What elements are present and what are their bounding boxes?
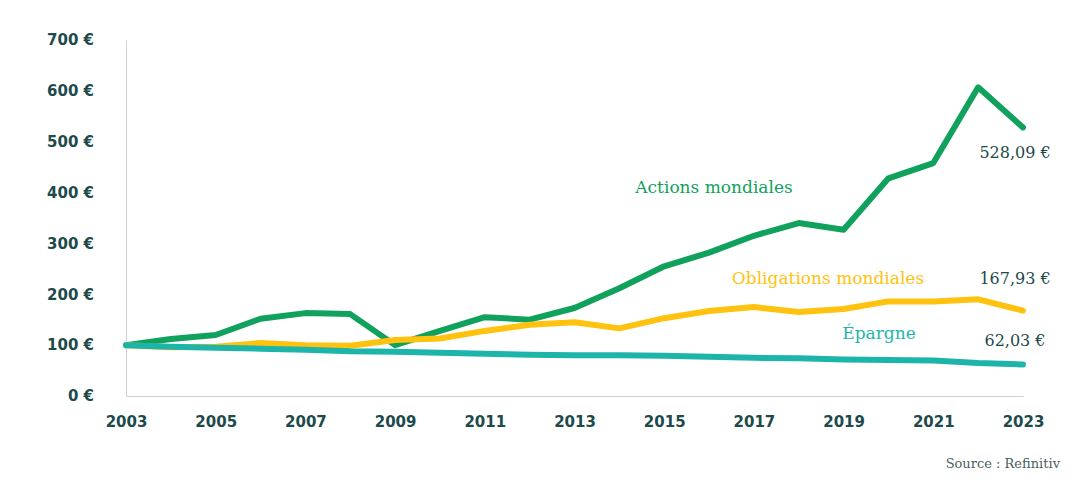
x-tick: 2015 — [644, 396, 686, 431]
x-tick-label: 2023 — [1003, 413, 1045, 431]
y-tick-label: 400 € — [47, 184, 94, 202]
x-tick-label: 2021 — [913, 413, 955, 431]
x-tick-label: 2017 — [734, 413, 776, 431]
y-tick: 500 € — [47, 133, 126, 151]
y-tick: 200 € — [47, 286, 126, 304]
x-tick: 2017 — [734, 396, 776, 431]
series-line — [126, 299, 1023, 347]
value-label: 62,03 € — [984, 331, 1045, 350]
x-tick: 2011 — [464, 396, 506, 431]
series-line — [126, 87, 1023, 345]
y-tick: 0 € — [68, 387, 126, 405]
series-label: Obligations mondiales — [732, 268, 924, 288]
y-tick-label: 600 € — [47, 82, 94, 100]
x-tick-label: 2013 — [554, 413, 596, 431]
value-label: 167,93 € — [979, 269, 1050, 288]
series-line — [126, 345, 1023, 364]
chart: 0 € 100 € 200 € 300 € 400 € 500 € 600 € 700 € 20… — [0, 0, 1090, 484]
x-tick: 2007 — [285, 396, 327, 431]
series-label: Actions mondiales — [634, 177, 792, 197]
x-tick: 2009 — [375, 396, 417, 431]
y-tick: 700 € — [47, 31, 126, 49]
x-axis-line — [127, 396, 1024, 397]
x-tick-label: 2005 — [195, 413, 237, 431]
y-tick-label: 300 € — [47, 235, 94, 253]
x-tick-label: 2015 — [644, 413, 686, 431]
x-tick: 2023 — [1003, 396, 1045, 431]
y-tick: 300 € — [47, 235, 126, 253]
x-tick: 2013 — [554, 396, 596, 431]
value-label: 528,09 € — [979, 143, 1050, 162]
plot-area — [126, 87, 1023, 364]
x-tick: 2021 — [913, 396, 955, 431]
y-tick: 400 € — [47, 184, 126, 202]
y-tick-label: 100 € — [47, 336, 94, 354]
x-tick-label: 2007 — [285, 413, 327, 431]
y-tick-label: 500 € — [47, 133, 94, 151]
x-tick: 2003 — [106, 396, 148, 431]
series-label: Épargne — [842, 323, 915, 343]
x-axis: 2003 2005 2007 2009 2011 2013 2015 2017 2019 2021… — [106, 396, 1045, 431]
x-tick: 2019 — [823, 396, 865, 431]
y-tick: 600 € — [47, 82, 126, 100]
y-tick: 100 € — [47, 336, 126, 354]
y-tick-label: 200 € — [47, 286, 94, 304]
x-tick-label: 2003 — [106, 413, 148, 431]
x-tick-label: 2009 — [375, 413, 417, 431]
y-tick-label: 0 € — [68, 387, 94, 405]
x-tick: 2005 — [195, 396, 237, 431]
source: Source : Refinitiv — [946, 456, 1061, 471]
x-tick-label: 2019 — [823, 413, 865, 431]
y-tick-label: 700 € — [47, 31, 94, 49]
x-tick-label: 2011 — [464, 413, 506, 431]
y-axis: 0 € 100 € 200 € 300 € 400 € 500 € 600 € 700 € — [47, 31, 126, 405]
